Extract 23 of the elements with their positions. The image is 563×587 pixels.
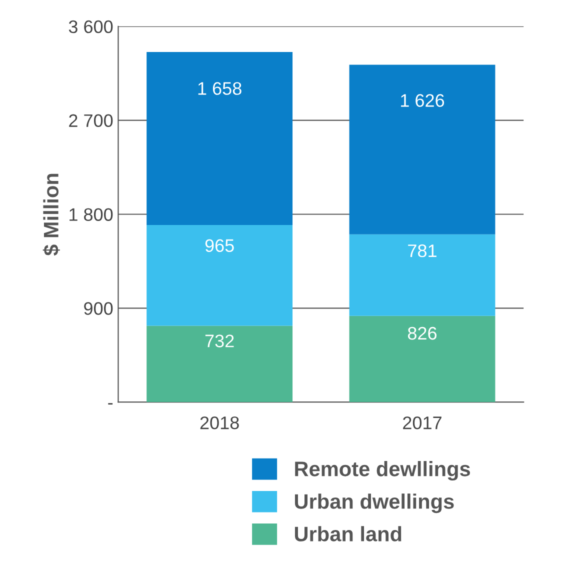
bar bbox=[146, 326, 293, 402]
data-label: 781 bbox=[408, 244, 436, 258]
data-label: 732 bbox=[205, 334, 234, 348]
x-tick-label: 2018 bbox=[200, 416, 239, 430]
y-axis-title: $ Million bbox=[42, 174, 60, 256]
data-label: 1 658 bbox=[198, 82, 242, 95]
data-label: 1 626 bbox=[401, 94, 444, 107]
legend-label: Urban land bbox=[294, 526, 402, 542]
bar bbox=[349, 64, 496, 234]
data-label: 826 bbox=[408, 326, 437, 340]
y-tick-label: 2 700 bbox=[69, 114, 113, 128]
y-tick-label: 1 800 bbox=[70, 208, 113, 221]
legend-label: Remote dewllings bbox=[295, 461, 470, 481]
data-label: 965 bbox=[205, 239, 234, 252]
y-tick-label: 3 600 bbox=[68, 20, 113, 34]
legend-label: Urban dwellings bbox=[294, 494, 454, 514]
bar bbox=[146, 52, 293, 226]
bar bbox=[349, 316, 496, 402]
x-tick-label: 2017 bbox=[403, 416, 442, 430]
y-tick-label: - bbox=[108, 403, 113, 405]
bar bbox=[146, 225, 293, 326]
bar bbox=[349, 234, 496, 316]
y-tick-label: 900 bbox=[84, 302, 113, 315]
